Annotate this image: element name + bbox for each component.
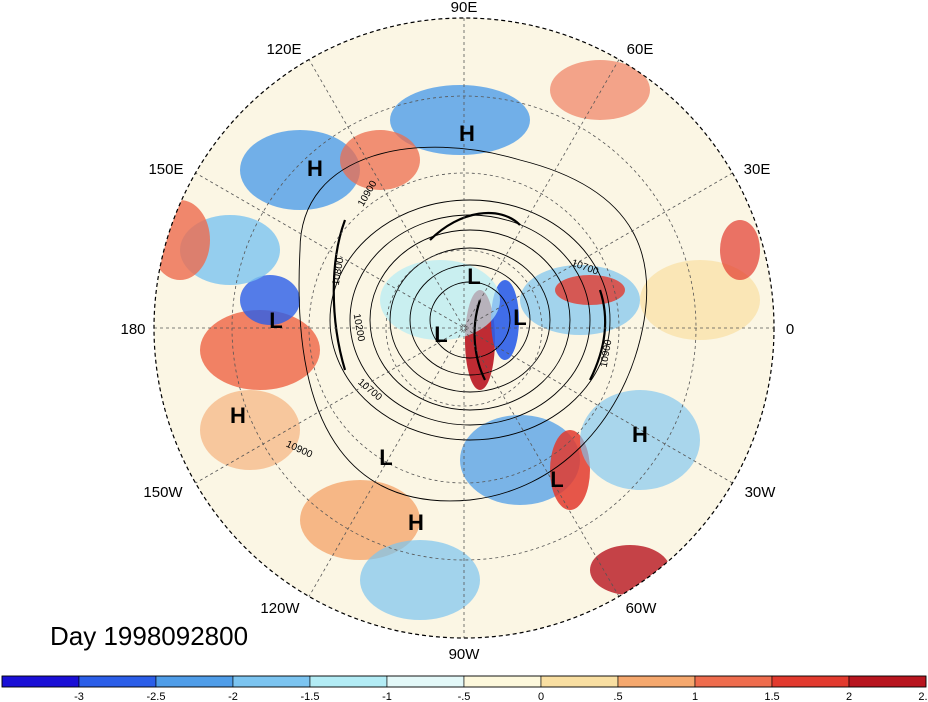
colorbar-tick-label: .5: [613, 691, 622, 702]
low-pressure-label: L: [434, 322, 447, 347]
low-pressure-label: L: [379, 445, 392, 470]
colorbar-tick-label: -2.5: [147, 691, 166, 702]
low-pressure-label: L: [550, 467, 563, 492]
colorbar-tick-label: -1: [382, 691, 392, 702]
colorbar-swatch: [78, 675, 157, 688]
colorbar-tick-labels: -3-2.5-2-1.5-1-.50.511.522.53: [74, 691, 928, 702]
colorbar-tick-label: 1.5: [764, 691, 779, 702]
colorbar-tick-label: -1.5: [301, 691, 320, 702]
low-pressure-label: L: [269, 308, 282, 333]
colorbar-frame: [1, 675, 927, 688]
date-label: Day 1998092800: [50, 621, 248, 651]
colorbar-swatch: [155, 675, 234, 688]
lon-label-60w: 60W: [626, 600, 658, 617]
colorbar-swatch: [540, 675, 619, 688]
lon-label-30e: 30E: [744, 161, 771, 178]
colorbar-swatch: [694, 675, 773, 688]
lon-label-150w: 150W: [143, 484, 183, 501]
longitude-labels: 90E 60E 30E 0 30W 60W 90W 120W 150W 180 …: [120, 0, 794, 663]
pressure-system-labels: H H L L L L H L H H L: [230, 121, 648, 535]
colorbar-swatch: [1, 675, 80, 688]
colorbar-tick-label: -2: [228, 691, 238, 702]
jet-contours: [332, 211, 607, 381]
lon-label-30w: 30W: [745, 484, 777, 501]
colorbar-swatch: [309, 675, 388, 688]
graticule: [154, 18, 774, 638]
high-pressure-label: H: [307, 156, 323, 181]
contour-label: 10900: [599, 338, 615, 368]
colorbar-tick-label: 1: [692, 691, 698, 702]
lon-label-90w: 90W: [449, 646, 481, 663]
lon-label-120e: 120E: [266, 41, 301, 58]
colorbar-swatch: [771, 675, 850, 688]
high-pressure-label: H: [408, 510, 424, 535]
colorbar-tick-label: -.5: [458, 691, 471, 702]
lon-label-150e: 150E: [148, 161, 183, 178]
high-pressure-label: H: [230, 403, 246, 428]
contour-label: 10800: [331, 256, 347, 286]
colorbar-tick-label: -3: [74, 691, 84, 702]
colorbar: [1, 675, 927, 688]
colorbar-swatch: [848, 675, 927, 688]
colorbar-tick-label: 2.5: [918, 691, 928, 702]
height-contours: [298, 146, 648, 502]
contour-label: 10200: [351, 313, 367, 343]
lon-label-120w: 120W: [260, 600, 300, 617]
map-boundary: [153, 17, 775, 639]
lon-label-180: 180: [120, 321, 145, 338]
colorbar-swatch: [463, 675, 542, 688]
colorbar-tick-label: 0: [538, 691, 544, 702]
lon-label-0: 0: [786, 321, 794, 338]
lon-label-60e: 60E: [627, 41, 654, 58]
low-pressure-label: L: [513, 305, 526, 330]
colorbar-swatch: [386, 675, 465, 688]
high-pressure-label: H: [459, 121, 475, 146]
lon-label-90e: 90E: [451, 0, 478, 16]
low-pressure-label: L: [467, 264, 480, 289]
colorbar-swatch: [232, 675, 311, 688]
colorbar-swatch: [617, 675, 696, 688]
colorbar-tick-label: 2: [846, 691, 852, 702]
high-pressure-label: H: [632, 422, 648, 447]
